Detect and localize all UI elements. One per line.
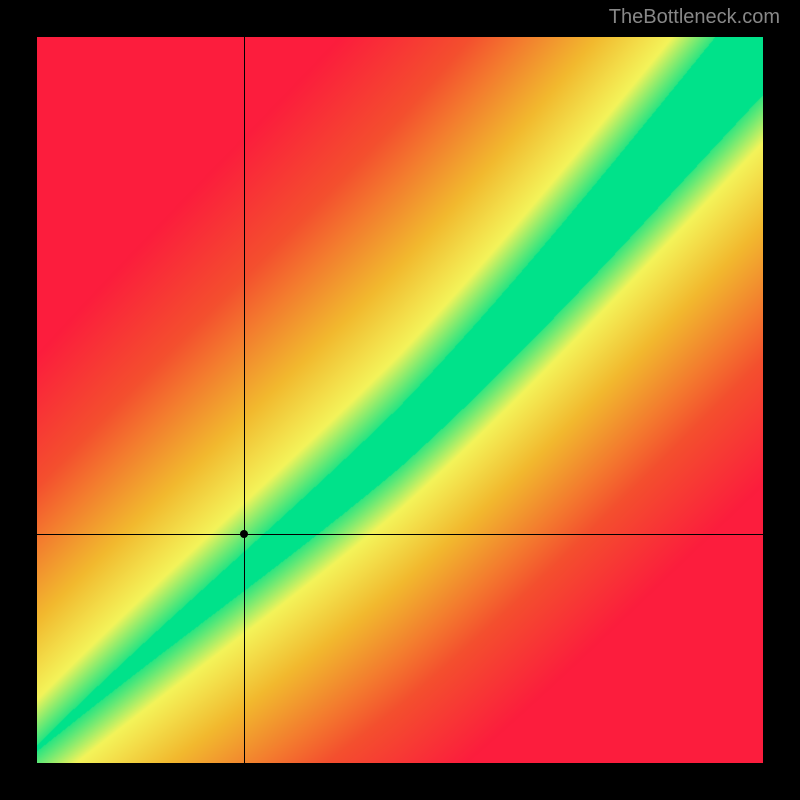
heatmap-plot	[37, 37, 763, 763]
crosshair-vertical	[244, 37, 245, 763]
crosshair-horizontal	[37, 534, 763, 535]
heatmap-canvas	[37, 37, 763, 763]
crosshair-dot	[240, 530, 248, 538]
watermark: TheBottleneck.com	[609, 6, 780, 29]
